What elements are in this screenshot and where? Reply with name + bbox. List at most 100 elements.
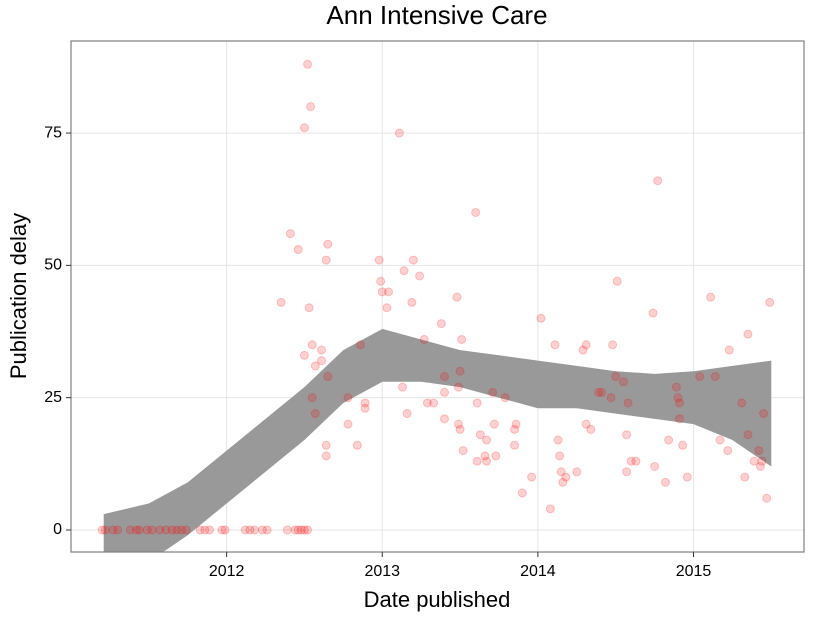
- point: [606, 393, 616, 403]
- point: [455, 366, 465, 376]
- point: [527, 472, 537, 482]
- x-tick-label: 2014: [520, 563, 556, 580]
- point: [285, 229, 295, 239]
- grid: [71, 41, 804, 552]
- point: [482, 456, 492, 466]
- point: [262, 525, 272, 535]
- point: [586, 424, 596, 434]
- point: [408, 255, 418, 265]
- point: [415, 271, 425, 281]
- point: [161, 525, 171, 535]
- point: [310, 409, 320, 419]
- point: [323, 239, 333, 249]
- point: [682, 472, 692, 482]
- point: [550, 340, 560, 350]
- point: [343, 393, 353, 403]
- point: [480, 451, 490, 461]
- point: [454, 382, 464, 392]
- point: [631, 456, 641, 466]
- point: [757, 456, 767, 466]
- point: [594, 387, 604, 397]
- point: [422, 398, 432, 408]
- point: [737, 398, 747, 408]
- point: [113, 525, 123, 535]
- point: [360, 398, 370, 408]
- point: [455, 424, 465, 434]
- point: [743, 329, 753, 339]
- point: [475, 430, 485, 440]
- point: [257, 525, 267, 535]
- plot-area: [97, 59, 775, 552]
- point: [457, 334, 467, 344]
- point: [394, 128, 404, 138]
- point: [491, 451, 501, 461]
- point: [176, 525, 186, 535]
- point: [558, 477, 568, 487]
- point: [673, 393, 683, 403]
- point: [200, 525, 210, 535]
- y-tick-label: 25: [44, 389, 62, 406]
- point: [622, 430, 632, 440]
- point: [407, 297, 417, 307]
- point: [511, 419, 521, 429]
- x-axis-label: Date published: [364, 587, 511, 612]
- point: [650, 461, 660, 471]
- point: [181, 525, 191, 535]
- point: [626, 456, 636, 466]
- point: [710, 372, 720, 382]
- point: [299, 525, 309, 535]
- x-tick-label: 2012: [209, 563, 245, 580]
- point: [660, 477, 670, 487]
- axes: 0 25 50 75 2012 2013 2014 2015: [44, 124, 711, 580]
- point: [374, 255, 384, 265]
- point: [419, 334, 429, 344]
- point: [382, 303, 392, 313]
- point: [304, 303, 314, 313]
- point: [321, 255, 331, 265]
- point: [205, 525, 215, 535]
- point: [561, 472, 571, 482]
- point: [307, 393, 317, 403]
- point: [648, 308, 658, 318]
- point: [674, 414, 684, 424]
- point: [377, 287, 387, 297]
- point: [510, 440, 520, 450]
- point: [402, 409, 412, 419]
- point: [754, 446, 764, 456]
- point: [306, 102, 316, 112]
- point: [321, 440, 331, 450]
- point: [724, 345, 734, 355]
- point: [343, 419, 353, 429]
- point: [429, 398, 439, 408]
- point: [597, 387, 607, 397]
- point: [217, 525, 227, 535]
- x-tick-label: 2013: [364, 563, 400, 580]
- point: [397, 382, 407, 392]
- confidence-band: [103, 328, 772, 552]
- point: [276, 297, 286, 307]
- point: [100, 525, 110, 535]
- point: [352, 440, 362, 450]
- point: [695, 372, 705, 382]
- point: [97, 525, 107, 535]
- point: [545, 504, 555, 514]
- point: [581, 340, 591, 350]
- point: [759, 409, 769, 419]
- point: [303, 59, 313, 69]
- point: [355, 340, 365, 350]
- point: [108, 525, 118, 535]
- point: [131, 525, 141, 535]
- point: [471, 207, 481, 217]
- point: [317, 356, 327, 366]
- point: [723, 446, 733, 456]
- point: [440, 387, 450, 397]
- point: [472, 456, 482, 466]
- point: [612, 276, 622, 286]
- point: [454, 419, 464, 429]
- point: [307, 340, 317, 350]
- point: [155, 525, 165, 535]
- point: [482, 435, 492, 445]
- point: [500, 393, 510, 403]
- point: [664, 435, 674, 445]
